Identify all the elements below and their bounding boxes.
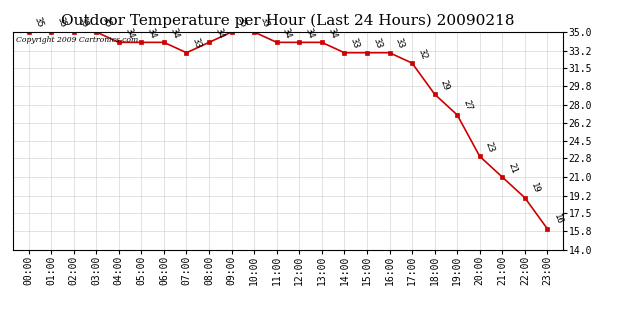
Text: 34: 34 [145, 27, 157, 40]
Text: 32: 32 [416, 47, 428, 60]
Text: 21: 21 [506, 161, 518, 174]
Text: 19: 19 [529, 182, 541, 195]
Text: 34: 34 [326, 27, 338, 40]
Text: 33: 33 [349, 37, 361, 50]
Text: 33: 33 [371, 37, 383, 50]
Text: 27: 27 [461, 99, 474, 112]
Text: 35: 35 [55, 16, 67, 29]
Text: Copyright 2009 Cartronics.com: Copyright 2009 Cartronics.com [15, 36, 138, 44]
Text: 35: 35 [259, 16, 271, 29]
Text: 34: 34 [168, 27, 180, 40]
Text: 35: 35 [100, 16, 113, 29]
Title: Outdoor Temperature per Hour (Last 24 Hours) 20090218: Outdoor Temperature per Hour (Last 24 Ho… [61, 14, 515, 28]
Text: 33: 33 [191, 37, 203, 50]
Text: 33: 33 [394, 37, 406, 50]
Text: 34: 34 [281, 27, 293, 40]
Text: 34: 34 [303, 27, 316, 40]
Text: 23: 23 [484, 140, 496, 154]
Text: 34: 34 [213, 27, 225, 40]
Text: 29: 29 [439, 78, 451, 92]
Text: 35: 35 [236, 16, 248, 29]
Text: 34: 34 [123, 27, 135, 40]
Text: 35: 35 [78, 16, 90, 29]
Text: 16: 16 [552, 213, 564, 226]
Text: 35: 35 [33, 16, 45, 29]
